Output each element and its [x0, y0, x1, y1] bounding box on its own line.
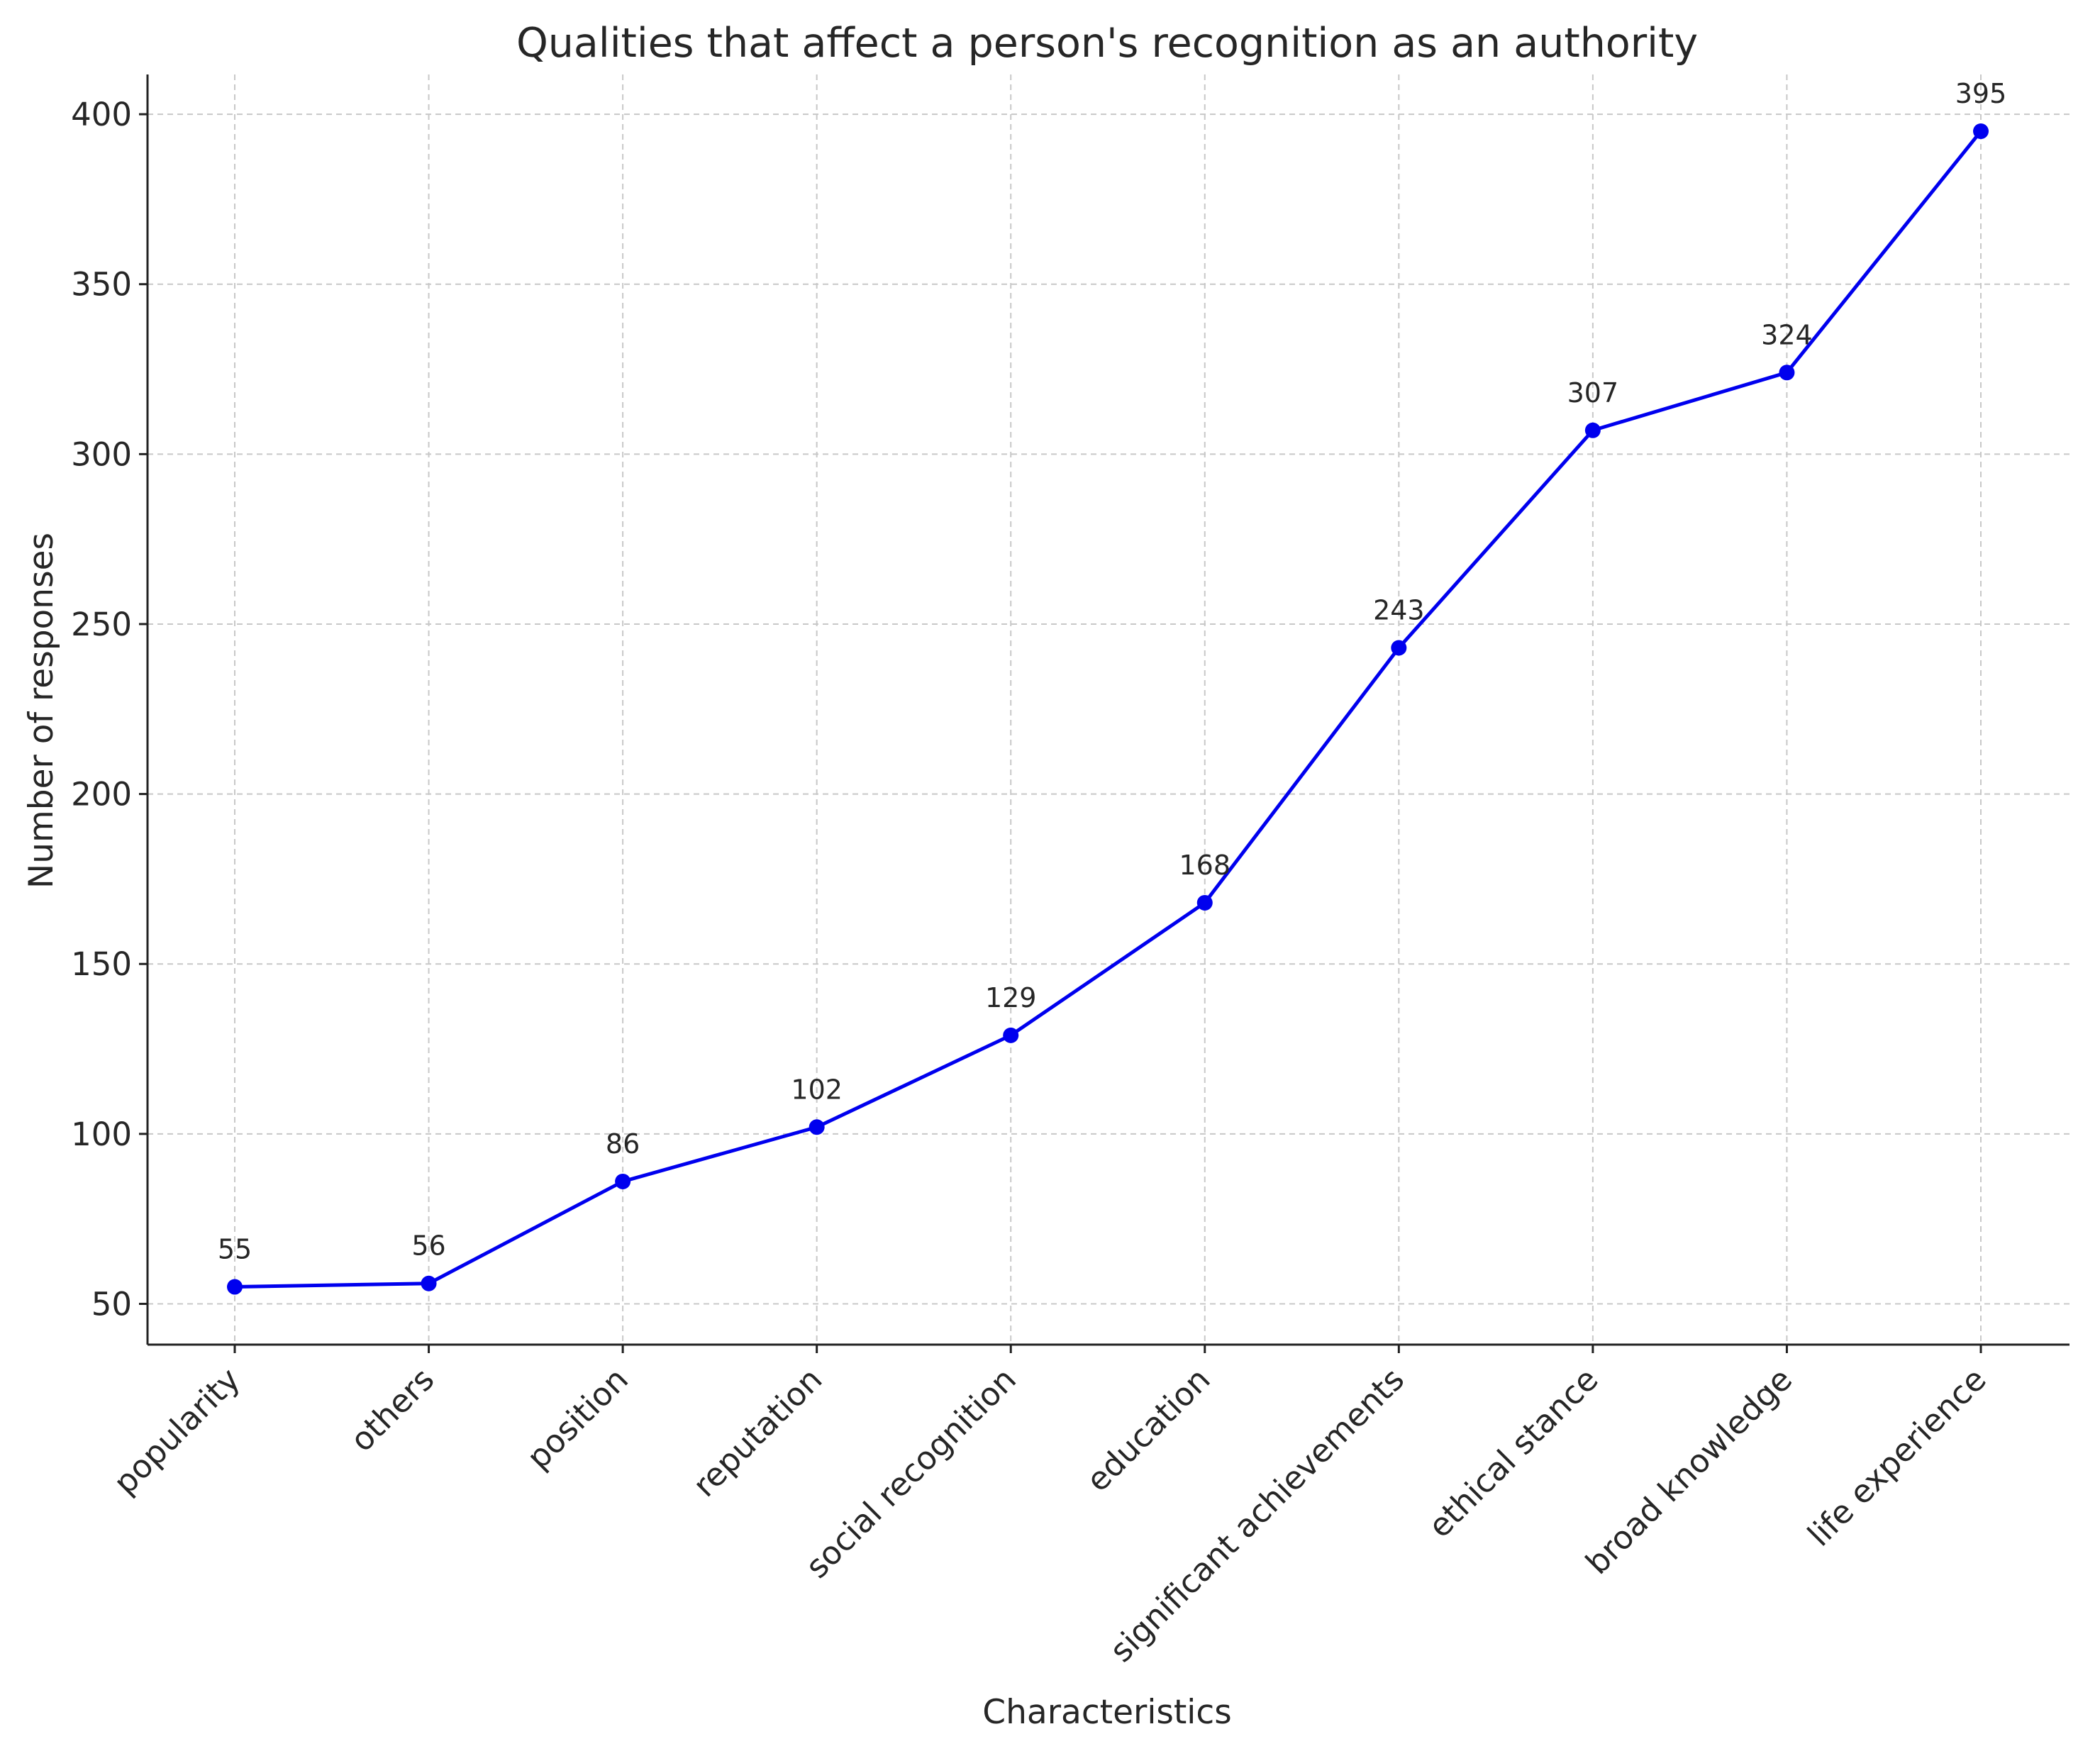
y-tick-label: 300	[71, 435, 132, 473]
y-tick-label: 400	[71, 96, 132, 133]
data-label: 395	[1955, 78, 2007, 109]
data-labels-layer: 55 56 86 102 129 168 243 307 324 395	[218, 78, 2006, 1264]
x-tick-label: ethical stance	[1421, 1360, 1605, 1545]
x-tick-label: life experience	[1800, 1360, 1993, 1553]
ticks-layer: 50 100 150 200 250 300 350 400 popularity others p…	[71, 96, 1994, 1669]
data-label: 324	[1761, 319, 1813, 350]
chart-title: Qualities that affect a person's recogni…	[516, 20, 1698, 67]
data-point	[1196, 894, 1213, 911]
y-axis-label: Number of responses	[22, 533, 61, 889]
data-label: 55	[218, 1234, 252, 1265]
grid-layer	[148, 74, 2070, 1345]
data-point	[1779, 365, 1795, 381]
series-layer	[227, 123, 1989, 1295]
data-label: 102	[791, 1074, 843, 1105]
data-label: 243	[1373, 595, 1425, 626]
data-point	[1584, 422, 1601, 438]
data-label: 56	[411, 1230, 445, 1262]
series-line	[234, 130, 1982, 1289]
axes-layer	[146, 74, 2070, 1346]
x-tick-label: popularity	[106, 1360, 248, 1501]
y-tick-label: 100	[71, 1116, 132, 1153]
y-tick-label: 150	[71, 945, 132, 983]
data-label: 86	[606, 1128, 640, 1160]
data-label: 129	[985, 982, 1037, 1013]
data-point	[227, 1279, 243, 1295]
y-tick-label: 200	[71, 776, 132, 813]
y-tick-label: 250	[71, 606, 132, 643]
x-tick-label: social recognition	[799, 1360, 1023, 1585]
x-tick-label: position	[519, 1360, 635, 1477]
data-point	[615, 1173, 631, 1189]
data-point	[1391, 640, 1407, 656]
data-point	[421, 1275, 437, 1291]
data-point	[1003, 1027, 1019, 1043]
x-tick-label: others	[343, 1360, 442, 1459]
y-tick-label: 50	[91, 1285, 132, 1323]
x-axis-label: Characteristics	[982, 1693, 1231, 1732]
x-tick-label: education	[1079, 1360, 1217, 1499]
x-tick-label: broad knowledge	[1578, 1360, 1799, 1582]
data-label: 307	[1567, 377, 1619, 408]
y-tick-label: 350	[71, 266, 132, 304]
x-tick-label: reputation	[686, 1360, 830, 1504]
data-point	[809, 1119, 825, 1135]
data-point	[1973, 123, 1989, 140]
data-label: 168	[1179, 850, 1231, 881]
